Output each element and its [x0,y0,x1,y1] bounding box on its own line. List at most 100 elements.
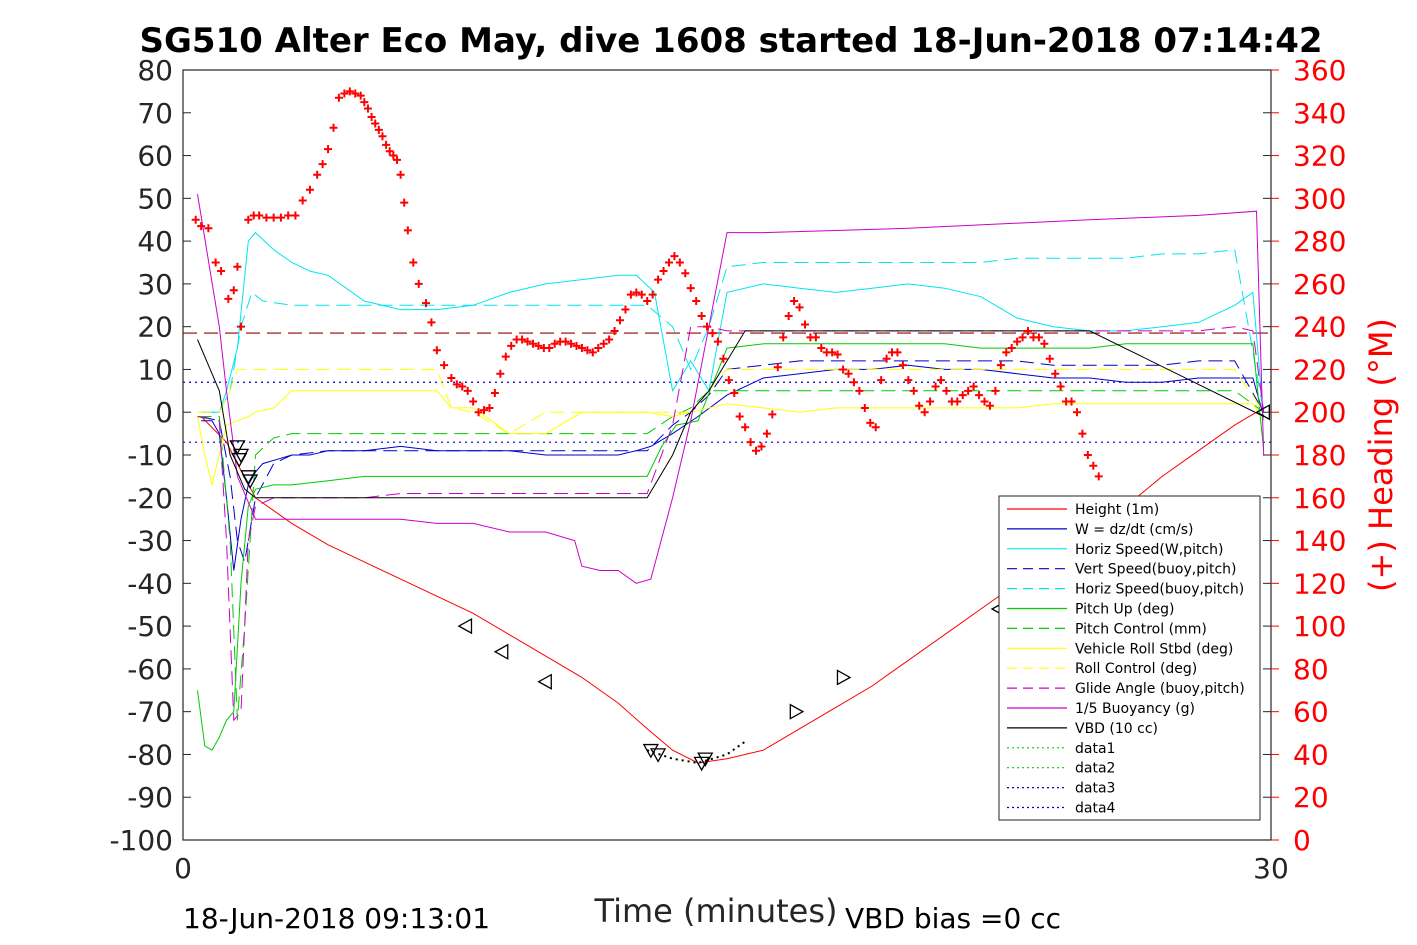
triangle-marker [229,440,246,455]
heading-point [534,341,543,350]
chart-title: SG510 Alter Eco May, dive 1608 started 1… [139,21,1322,61]
heading-point [340,89,349,98]
heading-point [969,382,978,391]
legend-label: Height (1m) [1075,502,1159,518]
legend-label: Pitch Up (deg) [1075,602,1174,618]
heading-point [713,337,722,346]
heading-point [224,294,233,303]
heading-point [229,286,238,295]
y2-axis-label: (+) Heading (°M) [1362,318,1400,592]
legend-label: Horiz Speed(buoy,pitch) [1075,582,1244,598]
heading-point [920,408,929,417]
heading-point [572,341,581,350]
heading-point [409,258,418,267]
heading-point [474,408,483,417]
heading-point [616,316,625,325]
y2-tick-label: 180 [1293,439,1346,472]
x-axis-label: Time (minutes) [594,892,838,930]
heading-point [839,365,848,374]
y2-tick-label: 220 [1293,353,1346,386]
heading-point [421,299,430,308]
heading-point [298,196,307,205]
y-tick-label: -10 [127,439,173,472]
y2-tick-label: 240 [1293,311,1346,344]
heading-point [463,386,472,395]
heading-point [363,104,372,113]
heading-point [784,311,793,320]
heading-point [351,89,360,98]
y-tick-label: 30 [137,268,173,301]
heading-point [334,93,343,102]
triangle-marker [649,748,667,763]
heading-point [621,305,630,314]
legend-label: Vert Speed(buoy,pitch) [1075,562,1237,578]
y-axis-right: 3603403203002802602402202001801601401201… [1271,54,1346,857]
heading-point [768,410,777,419]
heading-point [396,170,405,179]
y-tick-label: -90 [127,781,173,814]
heading-point [367,113,376,122]
series-data4 [646,740,746,765]
heading-markers [192,87,1103,481]
heading-point [1094,472,1103,481]
heading-point [752,446,761,455]
heading-point [403,226,412,235]
footer-vbd-bias: VBD bias =0 cc [845,902,1061,935]
heading-point [432,346,441,355]
heading-point [1013,337,1022,346]
heading-point [452,380,461,389]
heading-point [980,397,989,406]
heading-point [291,211,300,220]
heading-point [795,303,804,312]
heading-point [909,386,918,395]
heading-point [958,391,967,400]
legend-label: Roll Control (deg) [1075,661,1197,677]
heading-point [469,397,478,406]
heading-point [844,369,853,378]
heading-point [392,155,401,164]
heading-point [626,290,635,299]
y-tick-label: -80 [127,738,173,771]
heading-point [211,258,220,267]
heading-point [985,401,994,410]
heading-point [893,348,902,357]
heading-point [1034,333,1043,342]
heading-point [757,442,766,451]
legend-label: Horiz Speed(W,pitch) [1075,542,1223,558]
x-tick-label: 30 [1253,852,1289,885]
y2-tick-label: 80 [1293,653,1329,686]
heading-point [659,267,668,276]
heading-point [523,337,532,346]
heading-point [648,290,657,299]
y-tick-label: 50 [137,182,173,215]
heading-point [599,339,608,348]
heading-point [1067,397,1076,406]
heading-point [866,418,875,427]
series-roll_control [197,368,1265,435]
heading-point [382,140,391,149]
heading-point [389,151,398,160]
heading-point [953,397,962,406]
heading-point [594,344,603,353]
heading-point [305,185,314,194]
legend-label: Pitch Control (mm) [1075,621,1207,637]
heading-point [550,339,559,348]
legend-label: data2 [1075,761,1115,777]
heading-point [262,213,271,222]
heading-point [345,87,354,96]
heading-point [686,284,695,293]
heading-point [762,429,771,438]
heading-point [898,361,907,370]
heading-point [811,333,820,342]
series-vbd [197,330,1264,499]
heading-point [855,386,864,395]
y-tick-label: 20 [137,311,173,344]
triangle-marker [789,703,805,720]
legend-label: data4 [1075,801,1116,817]
heading-point [269,213,278,222]
y-axis-left: 80 70 60 50 40 30 20 10 0 -10 -20 -30 -40 -50 -60 -70 -8… [109,54,1271,857]
y2-tick-label: 160 [1293,482,1346,515]
heading-point [567,339,576,348]
y-tick-label: 70 [137,97,173,130]
heading-point [849,378,858,387]
